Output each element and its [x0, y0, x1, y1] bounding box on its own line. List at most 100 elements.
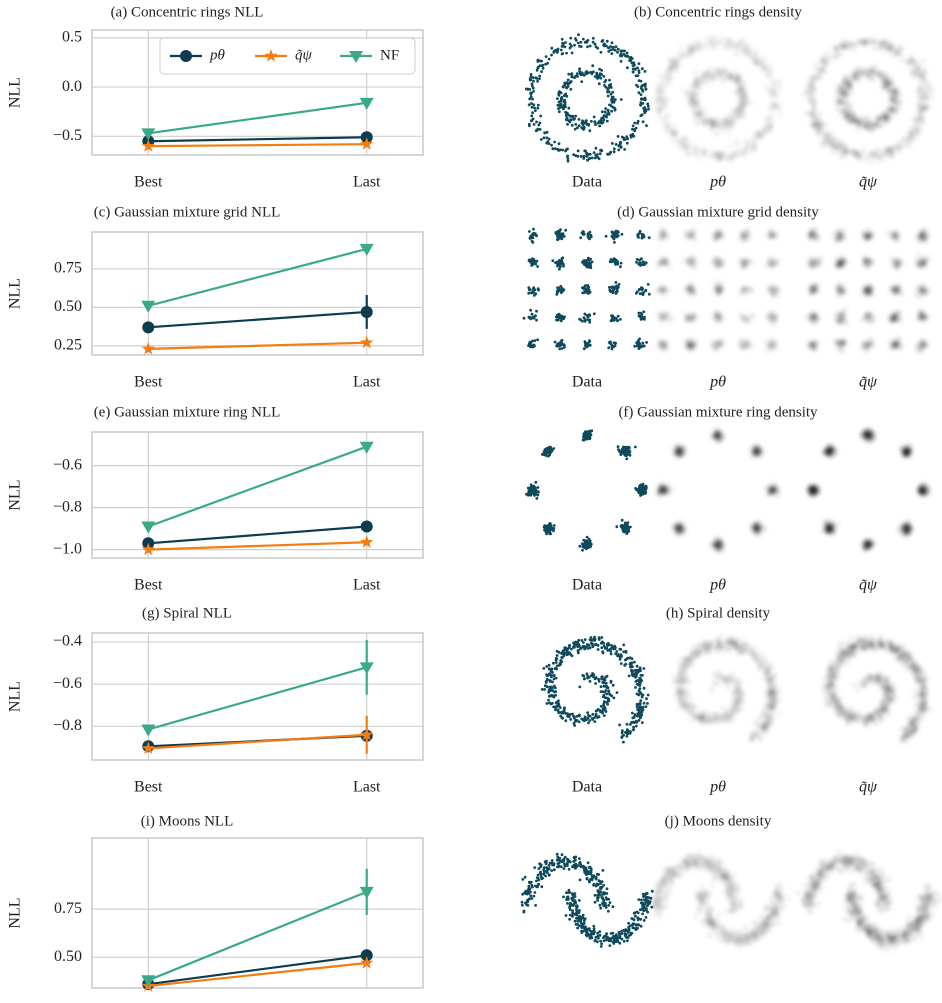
density-point — [662, 71, 667, 77]
data-point — [604, 234, 608, 238]
x-tick-label: Last — [353, 577, 381, 594]
density-point — [914, 343, 919, 348]
density-point — [807, 256, 813, 261]
density-point — [839, 257, 844, 262]
data-point — [598, 152, 602, 156]
data-point — [592, 151, 596, 155]
y-axis-label: NLL — [7, 77, 24, 108]
data-point — [596, 46, 600, 50]
legend-box — [159, 37, 416, 75]
data-point — [586, 235, 590, 239]
density-point — [658, 319, 663, 324]
density-point — [725, 129, 731, 134]
series-line — [148, 954, 367, 986]
data-point — [569, 87, 573, 91]
density-point — [918, 290, 923, 295]
data-point — [617, 283, 621, 286]
density-point — [865, 289, 870, 294]
panel-label: pθ — [709, 174, 726, 191]
density-point — [924, 341, 929, 346]
data-point — [568, 114, 572, 118]
data-point — [572, 118, 576, 121]
density-point — [881, 78, 886, 84]
data-point — [532, 258, 536, 261]
data-point — [608, 78, 611, 82]
data-point — [600, 120, 604, 124]
density-point — [891, 89, 897, 95]
data-point — [532, 123, 536, 126]
data-point — [527, 103, 531, 107]
data-point — [538, 121, 542, 125]
density-point — [716, 118, 721, 124]
data-point — [598, 67, 601, 71]
data-point — [631, 132, 635, 136]
data-point — [606, 108, 610, 112]
data-point — [592, 70, 595, 74]
density-point — [682, 53, 687, 58]
data-point — [582, 259, 585, 263]
data-point — [574, 37, 577, 40]
density-point — [709, 67, 714, 72]
density-point — [656, 86, 661, 92]
density-point — [732, 72, 737, 77]
data-point — [541, 66, 545, 70]
density-point — [894, 237, 899, 242]
density-point — [737, 292, 743, 297]
density-point — [856, 127, 861, 132]
axes-frame — [91, 231, 424, 356]
density-point — [893, 232, 899, 237]
data-point — [600, 40, 604, 43]
density-point — [916, 66, 921, 71]
data-point — [584, 71, 588, 74]
density-point — [747, 149, 752, 154]
data-point — [529, 492, 533, 496]
data-point — [578, 544, 582, 548]
data-point — [581, 230, 585, 234]
density-point — [844, 151, 850, 156]
density-point — [653, 96, 658, 102]
density-point — [866, 66, 871, 72]
density-point — [890, 147, 895, 152]
data-point — [608, 103, 611, 107]
density-point — [691, 262, 696, 267]
marker — [360, 520, 373, 533]
density-point — [813, 62, 818, 67]
density-point — [914, 261, 920, 266]
y-tick-label: −0.6 — [53, 675, 82, 692]
data-point — [530, 119, 534, 123]
data-point — [532, 227, 535, 231]
density-point — [711, 127, 717, 132]
density-point — [921, 120, 926, 125]
chart-title: (e) Gaussian mixture ring NLL — [94, 404, 281, 420]
density-point — [872, 37, 877, 43]
data-point — [538, 127, 542, 131]
series-line — [148, 541, 367, 551]
data-point — [569, 118, 573, 122]
density-point — [868, 150, 874, 155]
density-point — [882, 39, 887, 44]
data-point — [607, 152, 611, 156]
data-point — [593, 42, 597, 46]
data-point — [582, 121, 585, 124]
density-point — [747, 44, 753, 49]
legend-label: pθ — [209, 47, 226, 63]
data-point — [639, 101, 643, 105]
data-point — [615, 525, 619, 529]
data-point — [588, 152, 592, 156]
data-point — [535, 234, 538, 238]
data-point — [545, 136, 549, 140]
data-point — [593, 156, 597, 160]
data-point — [596, 155, 599, 159]
data-point — [567, 119, 571, 122]
density-point — [753, 52, 758, 57]
data-point — [584, 541, 587, 544]
data-point — [603, 84, 606, 87]
density-point — [807, 93, 812, 98]
density-point — [718, 40, 723, 46]
data-point — [586, 152, 590, 156]
data-point — [611, 90, 615, 94]
data-point — [638, 343, 641, 346]
density-point — [888, 42, 894, 47]
data-point — [550, 46, 554, 50]
